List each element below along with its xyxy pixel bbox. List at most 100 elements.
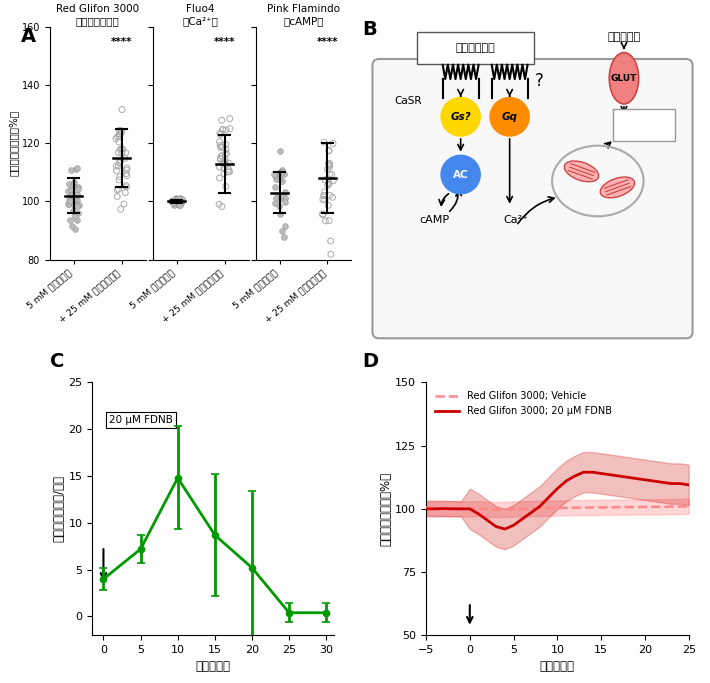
Point bbox=[62, 186, 74, 197]
Text: スクラロース: スクラロース bbox=[456, 43, 495, 53]
Red Glifon 3000; Vehicle bbox=[614, 503, 623, 511]
Red Glifon 3000; Vehicle bbox=[466, 505, 474, 513]
Point bbox=[120, 148, 131, 158]
Point bbox=[169, 195, 180, 206]
Red Glifon 3000; 20 μM FDNB bbox=[535, 502, 544, 510]
Red Glifon 3000; Vehicle bbox=[430, 504, 439, 512]
Red Glifon 3000; Vehicle bbox=[579, 503, 588, 512]
Y-axis label: 拍動回数（回数/分）: 拍動回数（回数/分） bbox=[53, 475, 65, 542]
Red Glifon 3000; Vehicle bbox=[571, 503, 579, 512]
Circle shape bbox=[441, 98, 480, 136]
FancyBboxPatch shape bbox=[613, 109, 674, 141]
Ellipse shape bbox=[600, 177, 635, 198]
Point bbox=[317, 209, 328, 220]
Red Glifon 3000; 20 μM FDNB bbox=[571, 472, 579, 480]
FancyBboxPatch shape bbox=[417, 31, 534, 64]
Title: Fluo4
（Ca²⁺）: Fluo4 （Ca²⁺） bbox=[182, 4, 219, 27]
Point bbox=[323, 178, 334, 189]
Point bbox=[170, 195, 182, 206]
Point bbox=[166, 195, 178, 206]
Line: Red Glifon 3000; Vehicle: Red Glifon 3000; Vehicle bbox=[426, 506, 689, 510]
Point bbox=[274, 208, 285, 219]
Point bbox=[115, 204, 126, 214]
Point bbox=[269, 182, 280, 193]
Point bbox=[121, 165, 132, 176]
Point bbox=[327, 192, 338, 203]
Point bbox=[275, 191, 286, 201]
FancyBboxPatch shape bbox=[373, 59, 692, 338]
Point bbox=[71, 194, 82, 205]
Line: Red Glifon 3000; 20 μM FDNB: Red Glifon 3000; 20 μM FDNB bbox=[426, 472, 689, 529]
Point bbox=[214, 136, 225, 147]
Text: Gq: Gq bbox=[502, 112, 518, 122]
Red Glifon 3000; 20 μM FDNB bbox=[562, 477, 570, 485]
Point bbox=[114, 128, 125, 139]
Point bbox=[223, 164, 234, 175]
Point bbox=[224, 166, 235, 177]
Point bbox=[273, 173, 284, 184]
Red Glifon 3000; 20 μM FDNB bbox=[579, 468, 588, 476]
Point bbox=[175, 197, 186, 208]
Red Glifon 3000; 20 μM FDNB bbox=[597, 469, 606, 477]
Point bbox=[113, 161, 124, 171]
Red Glifon 3000; Vehicle bbox=[439, 504, 448, 512]
Point bbox=[324, 158, 335, 169]
Point bbox=[65, 184, 77, 195]
Red Glifon 3000; Vehicle bbox=[535, 504, 544, 512]
Red Glifon 3000; 20 μM FDNB bbox=[457, 505, 465, 513]
Point bbox=[170, 195, 181, 206]
Point bbox=[217, 201, 228, 212]
Point bbox=[318, 137, 329, 148]
Point bbox=[176, 196, 187, 207]
Red Glifon 3000; Vehicle bbox=[448, 505, 457, 513]
Point bbox=[173, 195, 184, 206]
Point bbox=[279, 220, 290, 231]
Point bbox=[113, 137, 124, 148]
Point bbox=[65, 195, 76, 206]
Red Glifon 3000; 20 μM FDNB bbox=[614, 472, 623, 480]
Point bbox=[119, 199, 130, 210]
Circle shape bbox=[441, 155, 480, 194]
Point bbox=[116, 148, 127, 159]
Point bbox=[276, 165, 288, 176]
Red Glifon 3000; 20 μM FDNB bbox=[466, 505, 474, 513]
Point bbox=[70, 210, 81, 221]
Point bbox=[67, 193, 79, 204]
Point bbox=[172, 197, 183, 208]
Point bbox=[276, 225, 288, 236]
Point bbox=[322, 200, 334, 211]
Point bbox=[72, 189, 83, 199]
Red Glifon 3000; Vehicle bbox=[684, 502, 693, 510]
Point bbox=[317, 194, 329, 205]
Point bbox=[72, 182, 84, 193]
Y-axis label: 蛍光輝度変化率（%）: 蛍光輝度変化率（%） bbox=[379, 472, 393, 546]
Point bbox=[72, 208, 84, 219]
Point bbox=[276, 167, 288, 178]
Point bbox=[119, 187, 131, 198]
Text: A: A bbox=[21, 27, 36, 46]
Red Glifon 3000; Vehicle bbox=[650, 503, 658, 511]
Point bbox=[174, 198, 185, 209]
Point bbox=[121, 182, 132, 193]
Point bbox=[220, 143, 231, 154]
Title: Pink Flamindo
（cAMP）: Pink Flamindo （cAMP） bbox=[267, 4, 340, 27]
Point bbox=[64, 179, 75, 190]
Point bbox=[217, 124, 229, 135]
Point bbox=[271, 193, 282, 204]
Point bbox=[116, 143, 128, 154]
Point bbox=[214, 140, 226, 151]
Point bbox=[114, 125, 125, 136]
Red Glifon 3000; 20 μM FDNB bbox=[509, 521, 518, 529]
Point bbox=[114, 157, 125, 168]
Red Glifon 3000; 20 μM FDNB bbox=[676, 479, 684, 488]
Point bbox=[278, 232, 290, 242]
Text: D: D bbox=[362, 352, 378, 371]
Point bbox=[173, 194, 184, 205]
Red Glifon 3000; Vehicle bbox=[676, 503, 684, 511]
Point bbox=[110, 133, 121, 144]
Point bbox=[217, 141, 228, 152]
Point bbox=[279, 197, 290, 208]
Point bbox=[169, 195, 180, 206]
Red Glifon 3000; Vehicle bbox=[562, 504, 570, 512]
Red Glifon 3000; 20 μM FDNB bbox=[658, 478, 667, 486]
